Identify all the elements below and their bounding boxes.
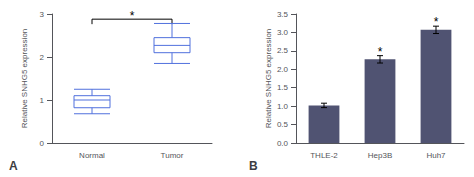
svg-text:0.0: 0.0 xyxy=(277,139,289,148)
svg-text:1: 1 xyxy=(40,96,45,105)
svg-text:1.0: 1.0 xyxy=(277,102,289,111)
svg-text:*: * xyxy=(130,9,135,23)
svg-text:Relative SNHG5 expression: Relative SNHG5 expression xyxy=(20,29,29,129)
svg-text:0: 0 xyxy=(40,139,45,148)
svg-text:*: * xyxy=(378,45,383,59)
svg-text:Hep3B: Hep3B xyxy=(368,151,392,160)
svg-text:3.0: 3.0 xyxy=(277,28,289,37)
svg-text:Relative SNHG5 expression: Relative SNHG5 expression xyxy=(264,29,273,129)
svg-text:A: A xyxy=(9,159,18,173)
svg-text:0.5: 0.5 xyxy=(277,120,289,129)
svg-text:Huh7: Huh7 xyxy=(426,151,446,160)
svg-text:THLE-2: THLE-2 xyxy=(310,151,338,160)
svg-text:1.5: 1.5 xyxy=(277,83,289,92)
svg-text:2: 2 xyxy=(40,53,45,62)
svg-text:Tumor: Tumor xyxy=(161,151,184,160)
svg-text:3.5: 3.5 xyxy=(277,10,289,19)
svg-text:2.0: 2.0 xyxy=(277,65,289,74)
svg-text:2.5: 2.5 xyxy=(277,46,289,55)
svg-text:*: * xyxy=(434,15,439,29)
svg-text:Normal: Normal xyxy=(79,151,105,160)
svg-text:B: B xyxy=(249,159,258,173)
svg-text:3: 3 xyxy=(40,10,45,19)
